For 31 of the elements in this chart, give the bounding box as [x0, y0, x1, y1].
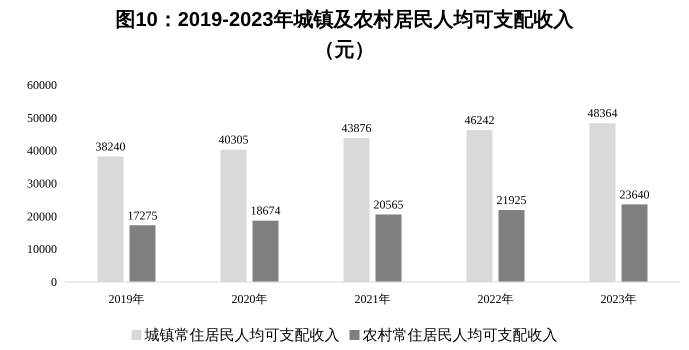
- chart-subtitle: （元）: [314, 39, 374, 61]
- data-label: 21925: [496, 193, 526, 208]
- y-tick-label: 20000: [27, 209, 57, 224]
- x-tick-label: 2020年: [232, 292, 268, 306]
- x-tick-label: 2021年: [354, 292, 390, 306]
- data-label: 17275: [128, 208, 158, 222]
- data-label: 48364: [588, 106, 618, 120]
- y-tick-label: 10000: [27, 242, 57, 256]
- bar: [252, 220, 278, 282]
- x-tick-label: 2019年: [108, 292, 144, 306]
- legend-label: 城镇常住居民人均可支配收入: [144, 327, 340, 344]
- x-tick-label: 2023年: [600, 292, 636, 306]
- bar: [498, 210, 524, 282]
- y-tick-label: 30000: [27, 176, 57, 190]
- x-tick-label: 2022年: [478, 292, 514, 306]
- data-label: 38240: [96, 139, 126, 154]
- data-label: 18674: [250, 204, 280, 218]
- data-label: 20565: [374, 197, 404, 212]
- y-tick-label: 40000: [27, 144, 57, 158]
- y-tick-label: 0: [51, 275, 57, 289]
- data-label: 43876: [342, 120, 372, 135]
- data-label: 23640: [620, 187, 650, 202]
- bar: [376, 214, 402, 282]
- data-label: 40305: [218, 132, 248, 147]
- y-tick-label: 60000: [27, 78, 57, 92]
- bar: [622, 204, 648, 282]
- legend-label: 农村常住居民人均可支配收入: [362, 327, 558, 344]
- chart-title: 图10：2019-2023年城镇及农村居民人均可支配收入: [116, 8, 574, 31]
- bar: [130, 225, 156, 282]
- y-tick-label: 50000: [27, 110, 57, 125]
- data-label: 46242: [464, 113, 494, 128]
